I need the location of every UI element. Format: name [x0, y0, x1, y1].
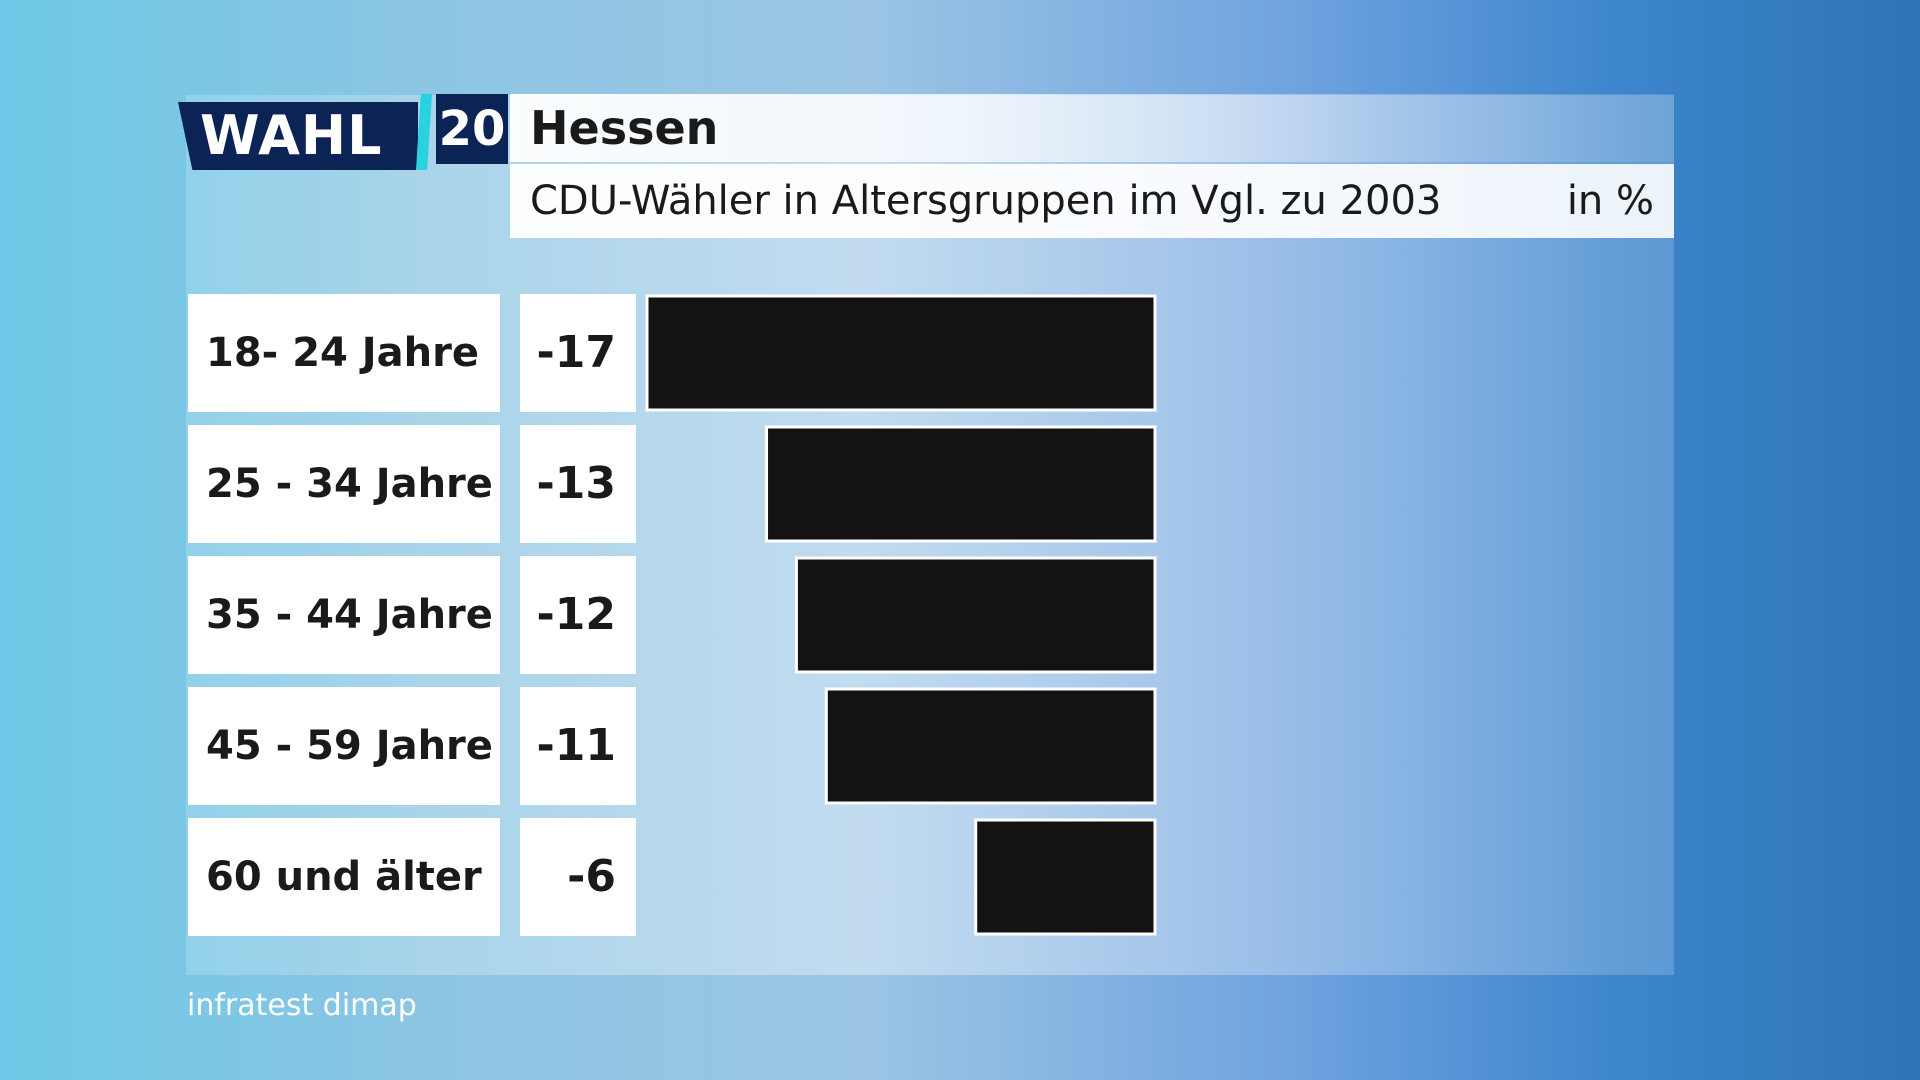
category-label: 25 - 34 Jahre — [206, 461, 493, 507]
subtitle-band — [510, 164, 1674, 238]
value-label-box: -13 — [520, 425, 636, 543]
logo-accent-stripe — [416, 94, 432, 170]
value-label-box: -12 — [520, 556, 636, 674]
category-label: 45 - 59 Jahre — [206, 723, 493, 769]
value-label-box: -6 — [520, 818, 636, 936]
category-label-box: 60 und älter — [188, 818, 500, 936]
category-label: 18- 24 Jahre — [206, 330, 479, 376]
source-label: infratest dimap — [187, 988, 417, 1023]
chart-title: Hessen — [530, 101, 719, 155]
value-label: -17 — [536, 327, 617, 378]
value-label-box: -11 — [520, 687, 636, 805]
value-label: -12 — [536, 589, 617, 640]
category-label: 35 - 44 Jahre — [206, 592, 493, 638]
value-label-box: -17 — [520, 294, 636, 412]
value-label: -11 — [536, 720, 617, 771]
category-label-box: 25 - 34 Jahre — [188, 425, 500, 543]
title-band — [510, 94, 1674, 162]
category-label-box: 45 - 59 Jahre — [188, 687, 500, 805]
chart-subtitle: CDU-Wähler in Altersgruppen im Vgl. zu 2… — [530, 178, 1442, 224]
category-label: 60 und älter — [206, 854, 482, 900]
logo-number: 20 — [436, 94, 508, 164]
wahl-logo: WAHL 20 — [178, 94, 508, 170]
unit-label: in % — [1566, 178, 1654, 224]
value-label: -6 — [567, 851, 616, 902]
category-label-box: 18- 24 Jahre — [188, 294, 500, 412]
value-label: -13 — [536, 458, 617, 509]
logo-wahl-box — [178, 102, 418, 170]
logo-wahl-text: WAHL — [200, 104, 383, 167]
category-label-box: 35 - 44 Jahre — [188, 556, 500, 674]
